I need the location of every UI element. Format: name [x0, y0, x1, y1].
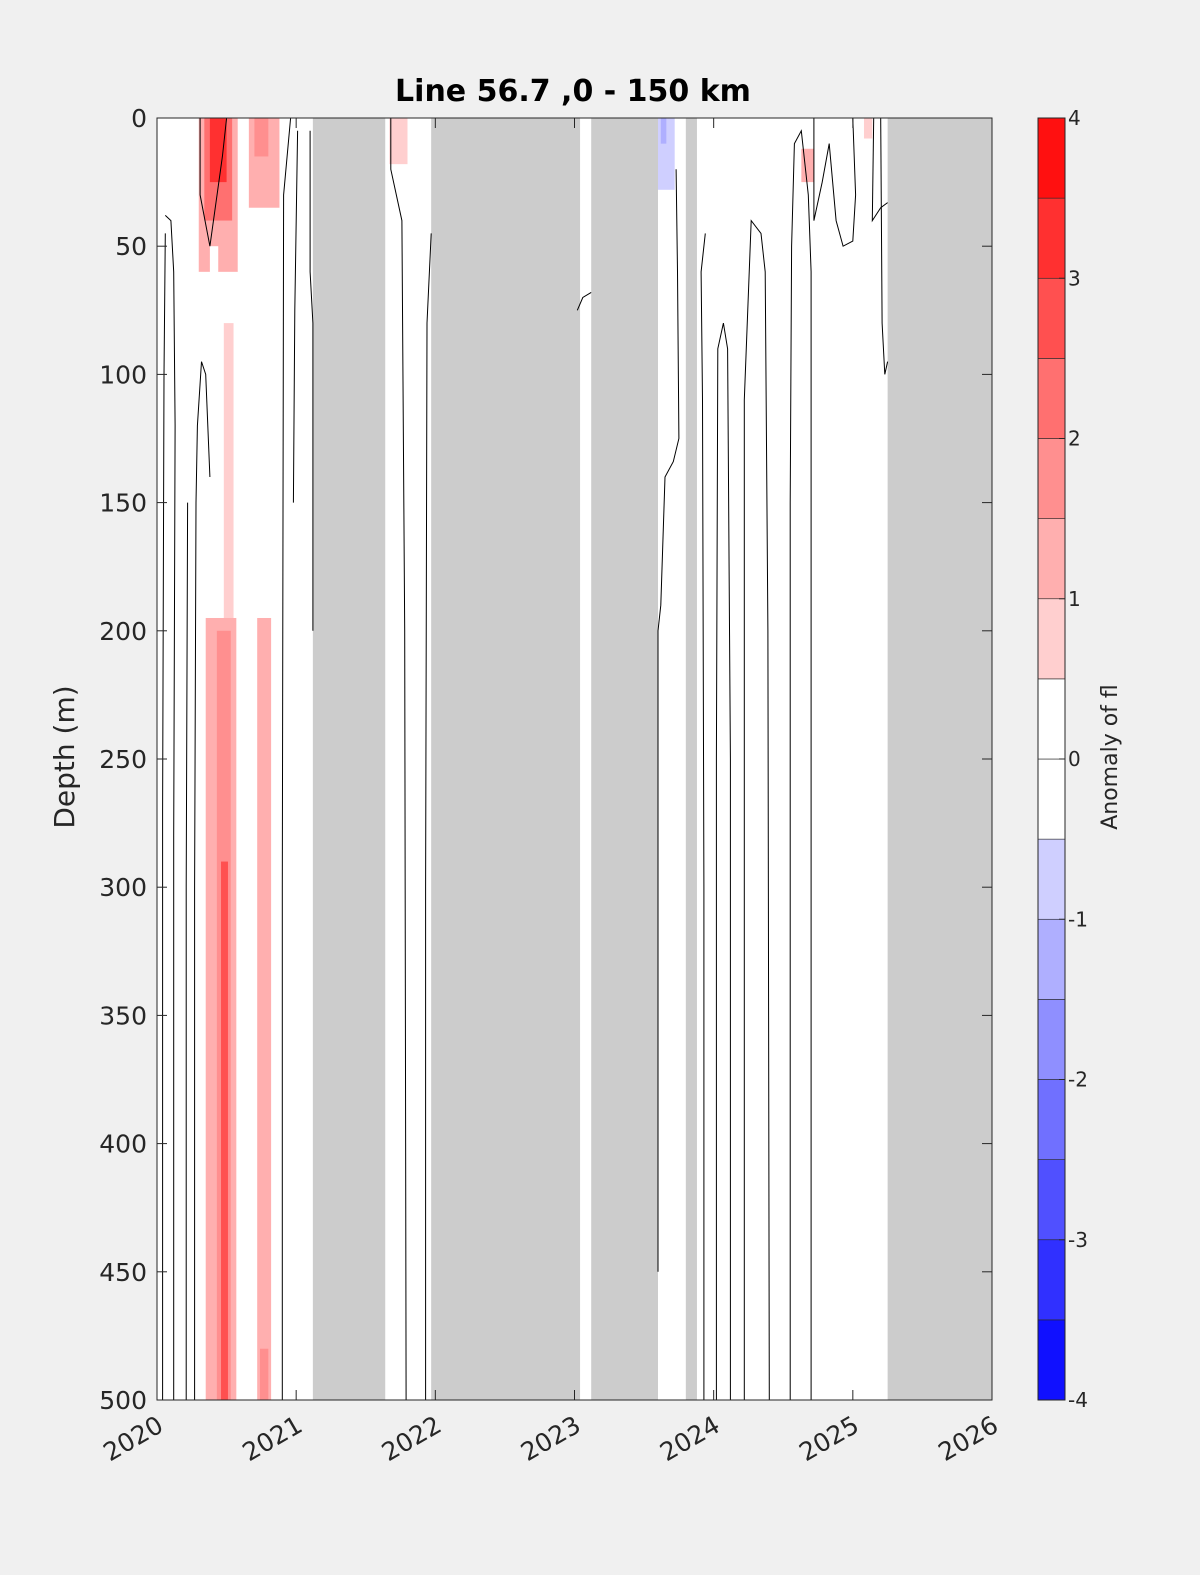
contour-line [743, 219, 770, 1401]
y-tick-label: 0 [131, 104, 147, 133]
y-tick-label: 150 [99, 489, 147, 518]
no-data-band [887, 118, 992, 1400]
colorbar-segment [1037, 518, 1066, 600]
contour-line [199, 117, 228, 247]
colorbar-segment [1037, 117, 1066, 199]
anomaly-patch [209, 118, 227, 183]
colorbar-tick-label: 3 [1068, 266, 1081, 290]
chart-title: Line 56.7 ,0 - 150 km [395, 74, 751, 109]
colorbar-tick-label: -3 [1068, 1228, 1088, 1252]
anomaly-patch [660, 118, 667, 144]
anomaly-patch [582, 118, 586, 157]
y-tick-label: 450 [99, 1258, 147, 1287]
colorbar-tick-label: -2 [1068, 1068, 1088, 1092]
colorbar-segment [1037, 358, 1066, 439]
contour-line [871, 117, 888, 223]
anomaly-patch [209, 246, 219, 311]
colorbar-segment [1037, 1239, 1066, 1321]
y-axis-label: Depth (m) [48, 685, 81, 828]
anomaly-patch [731, 118, 756, 190]
anomaly-patch [254, 118, 269, 157]
colorbar-tick-label: -4 [1068, 1388, 1088, 1412]
no-data-band [591, 118, 658, 1400]
colorbar-tick-label: 1 [1068, 587, 1081, 611]
contour-line [194, 361, 211, 1400]
contour-line [281, 117, 292, 1400]
y-tick-label: 500 [99, 1386, 147, 1415]
colorbar-segment [1037, 758, 1066, 840]
contour-line [657, 169, 680, 1272]
contour-line [390, 118, 407, 1401]
y-tick-label: 400 [99, 1130, 147, 1159]
no-data-band [685, 118, 697, 1400]
contour-line [880, 117, 889, 375]
no-data-band [431, 118, 581, 1400]
anomaly-patch [221, 861, 228, 1400]
colorbar-tick-label: 4 [1068, 106, 1081, 130]
y-tick-label: 50 [115, 232, 147, 261]
colorbar-segment [1037, 277, 1066, 359]
contour-line [292, 130, 299, 503]
colorbar-segment [1037, 918, 1066, 1000]
contour-line [425, 233, 432, 1400]
colorbar-segment [1037, 598, 1066, 680]
colorbar-segment [1037, 1159, 1066, 1241]
anomaly-patch [257, 617, 272, 1400]
colorbar-tick-label: 2 [1068, 427, 1081, 451]
colorbar-segment [1037, 838, 1066, 920]
y-tick-label: 250 [99, 745, 147, 774]
contour-line [576, 291, 592, 311]
contour-line [700, 233, 706, 1400]
colorbar-segment [1037, 1319, 1066, 1401]
y-tick-label: 100 [99, 360, 147, 389]
anomaly-patch [863, 118, 873, 139]
anomaly-patch [801, 148, 814, 183]
anomaly-patch [389, 118, 408, 165]
contour-line [162, 233, 166, 1400]
no-data-band [312, 118, 386, 1400]
colorbar: 4 3 2 1 0 -1 -2 -3 -4 [1037, 106, 1088, 1412]
colorbar-tick-label: 0 [1068, 747, 1081, 771]
anomaly-patch [760, 118, 775, 149]
colorbar-segment [1037, 438, 1066, 519]
contour-line [813, 117, 857, 247]
contour-line [185, 502, 189, 1400]
colorbar-segment [1037, 197, 1066, 279]
colorbar-segment [1037, 999, 1066, 1080]
contour-line [164, 215, 176, 1400]
colorbar-tick-label: -1 [1068, 907, 1088, 931]
y-tick-label: 350 [99, 1001, 147, 1030]
colorbar-label: Anomaly of fl [1098, 684, 1123, 830]
contour-line [309, 130, 314, 631]
contour-line [715, 322, 731, 1400]
colorbar-segment [1037, 1079, 1066, 1160]
colorbar-segment [1037, 678, 1066, 760]
contour-line [789, 129, 812, 1400]
y-tick-label: 300 [99, 873, 147, 902]
anomaly-patch [259, 1348, 269, 1400]
y-tick-label: 200 [99, 617, 147, 646]
